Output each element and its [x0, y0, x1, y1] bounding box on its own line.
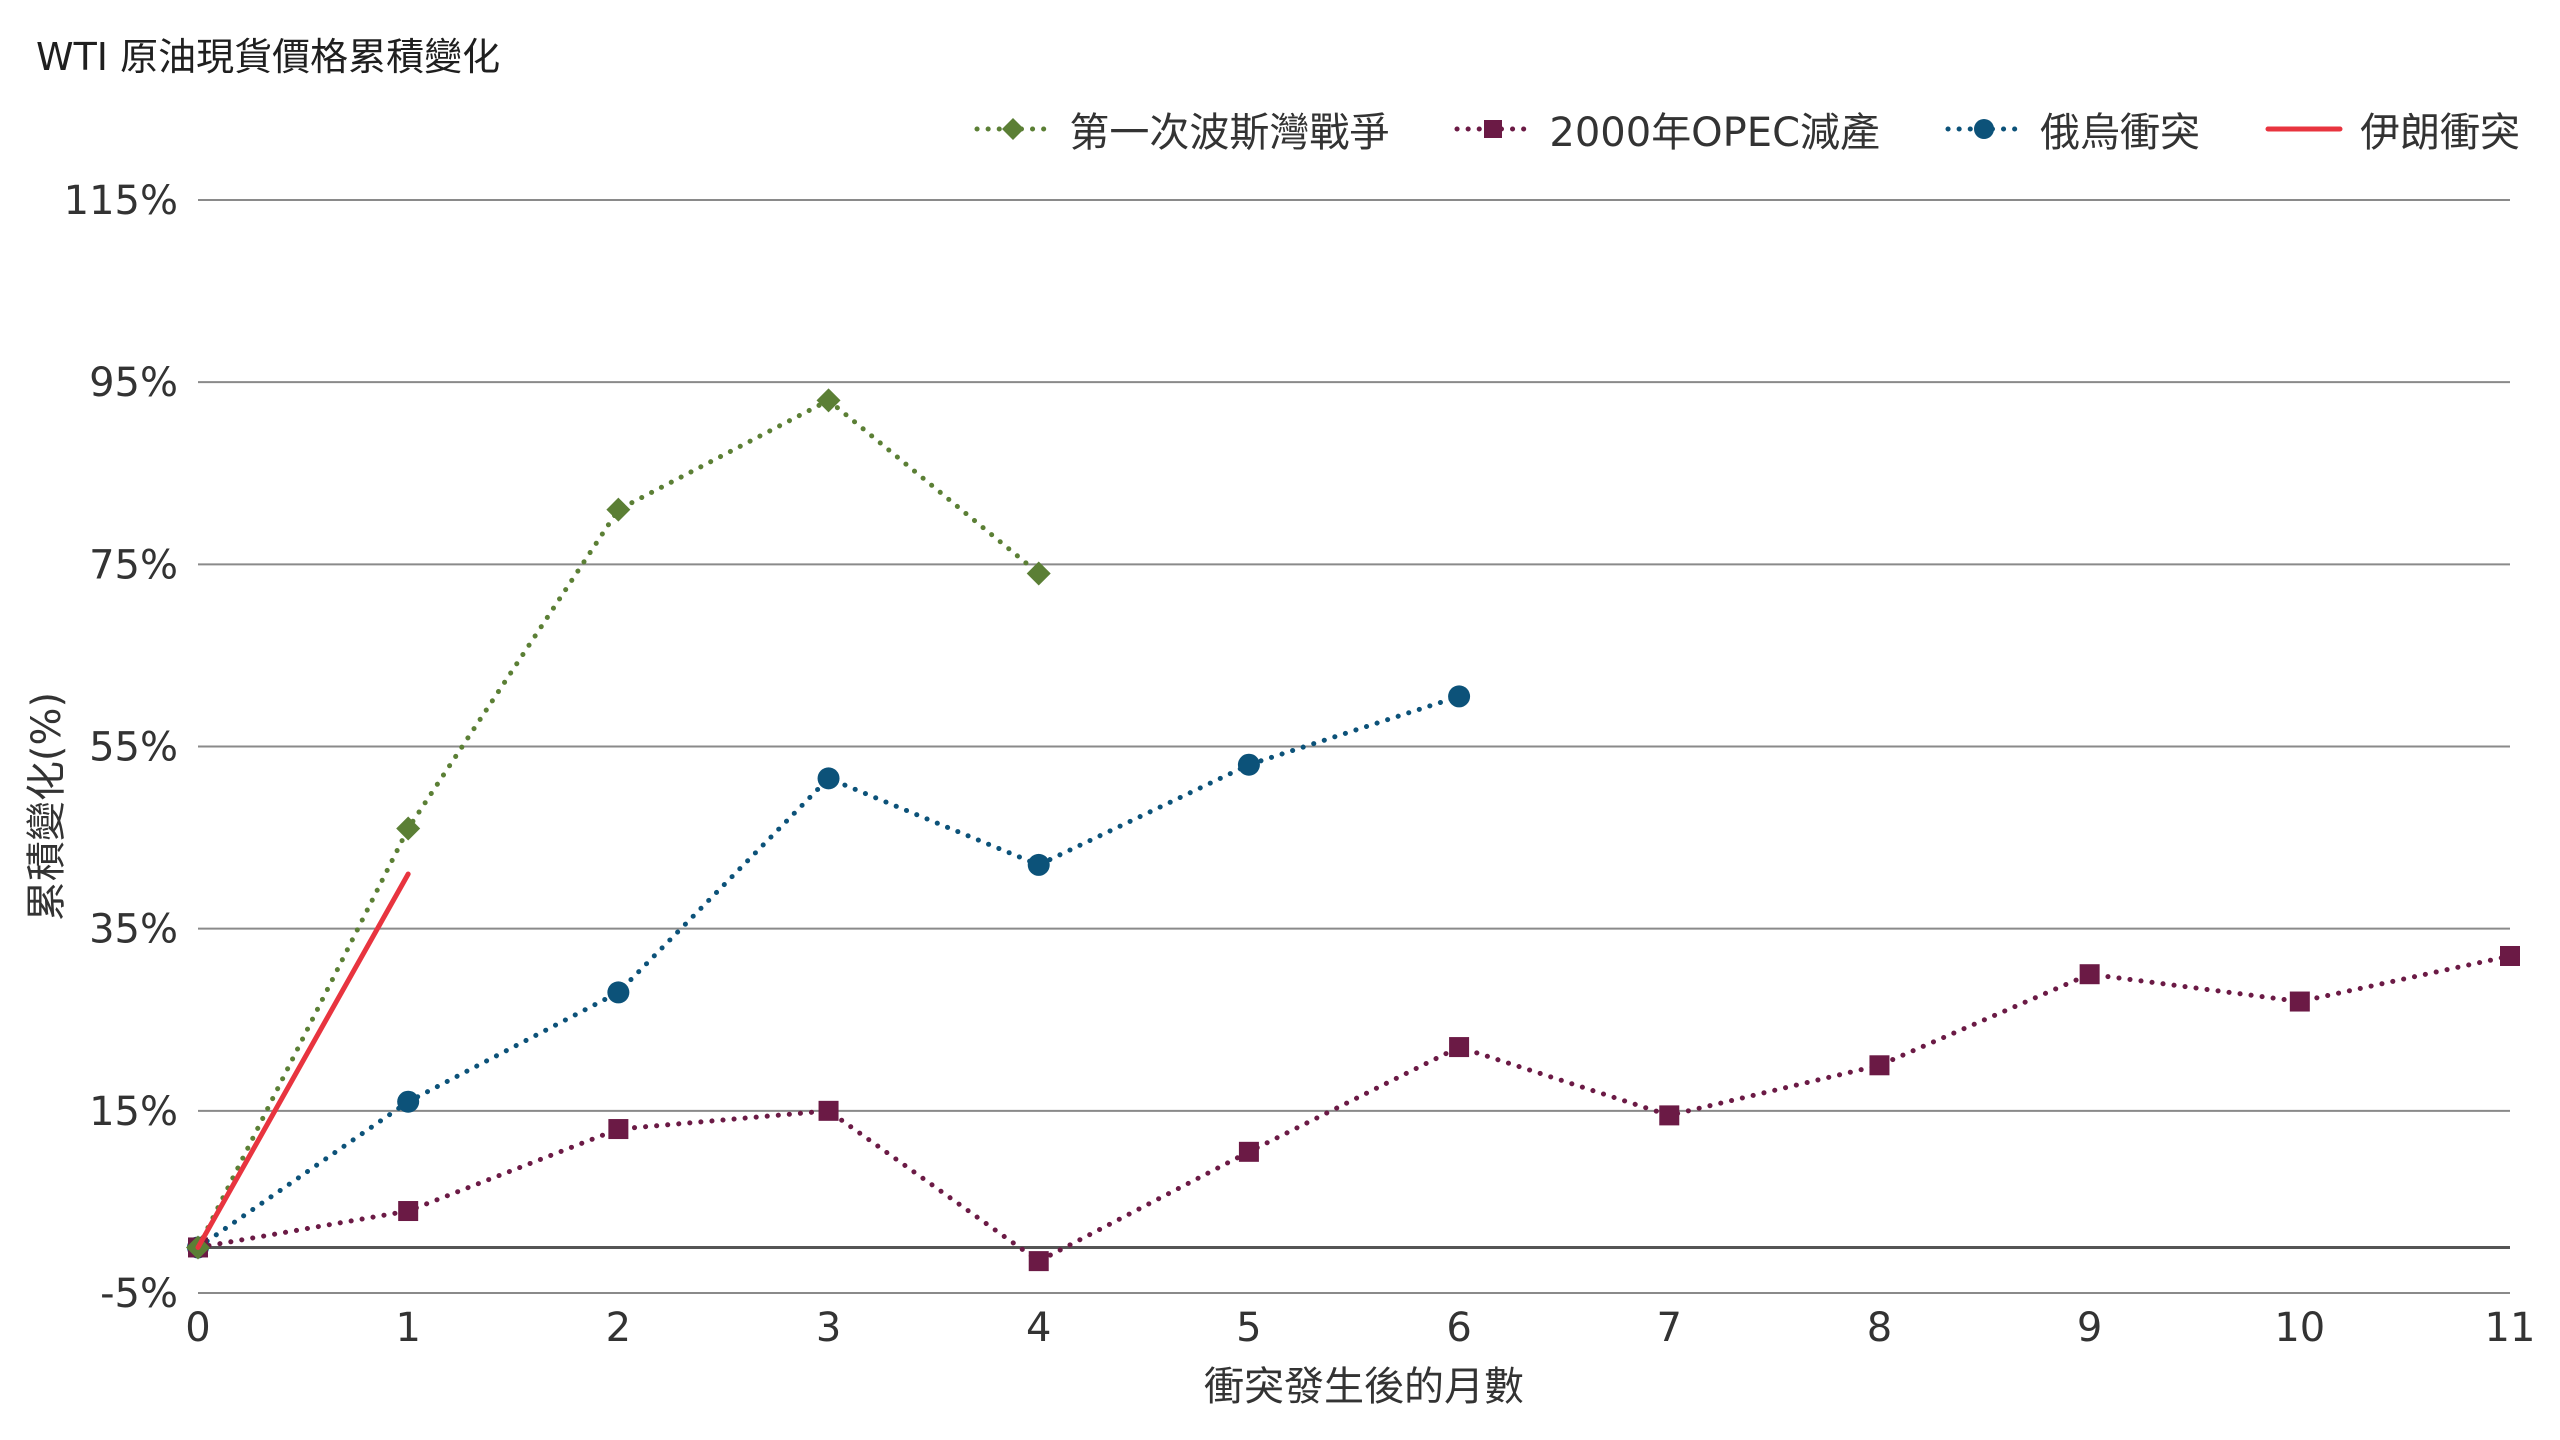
- legend-swatch-1: [1454, 120, 1532, 138]
- x-tick-label: 8: [1867, 1305, 1892, 1351]
- x-tick-label: 7: [1657, 1305, 1682, 1351]
- series-line-3: [195, 871, 411, 1250]
- series-line-1: [195, 953, 2513, 1264]
- legend-item-2: 俄烏衝突: [1942, 100, 2200, 158]
- legend-swatch-3: [2265, 126, 2343, 132]
- data-point-1-3: [818, 1100, 839, 1121]
- data-point-1-5: [1238, 1141, 1259, 1162]
- data-point-2-4: [1027, 853, 1050, 876]
- data-point-1-11: [2500, 945, 2520, 966]
- x-tick-label: 9: [2077, 1305, 2102, 1351]
- legend-label-2: 俄烏衝突: [2040, 110, 2200, 156]
- data-point-2-3: [817, 767, 840, 790]
- x-tick-label: 2: [606, 1305, 631, 1351]
- legend-item-1: 2000年OPEC減產: [1451, 100, 1880, 158]
- y-tick-label: 35%: [89, 907, 178, 953]
- x-tick-label: 6: [1446, 1305, 1471, 1351]
- y-tick-label: 75%: [89, 542, 178, 588]
- data-point-0-3: [816, 388, 841, 413]
- legend-item-0: 第一次波斯灣戰爭: [971, 100, 1389, 158]
- x-tick-label: 1: [395, 1305, 420, 1351]
- x-tick-label: 10: [2274, 1305, 2325, 1351]
- x-tick-label: 3: [816, 1305, 841, 1351]
- data-point-0-1: [396, 816, 421, 841]
- y-tick-label: 95%: [89, 360, 178, 406]
- legend-label-0: 第一次波斯灣戰爭: [1069, 110, 1390, 156]
- x-tick-label: 0: [185, 1305, 210, 1351]
- legend-label-3: 伊朗衝突: [2360, 110, 2520, 156]
- chart-title: WTI 原油現貨價格累積變化: [36, 35, 501, 79]
- y-tick-label: 15%: [89, 1089, 178, 1135]
- y-axis-title: 累積變化(%): [24, 692, 70, 921]
- y-tick-label: 55%: [89, 725, 178, 771]
- y-tick-label: 115%: [64, 178, 178, 224]
- data-point-1-2: [608, 1119, 629, 1140]
- data-point-0-2: [606, 497, 631, 522]
- x-axis-title: 衝突發生後的月數: [1204, 1364, 1524, 1410]
- legend-swatch-0: [974, 118, 1052, 140]
- legend-label-1: 2000年OPEC減產: [1549, 110, 1880, 156]
- legend-item-3: 伊朗衝突: [2262, 100, 2520, 158]
- x-tick-label: 5: [1236, 1305, 1261, 1351]
- data-point-2-5: [1237, 753, 1260, 776]
- data-point-2-6: [1448, 685, 1471, 708]
- legend: 第一次波斯灣戰爭 2000年OPEC減產 俄烏衝突 伊朗衝突: [971, 100, 2520, 158]
- y-tick-label: -5%: [100, 1271, 178, 1317]
- data-point-2-1: [397, 1090, 420, 1113]
- data-point-1-6: [1449, 1037, 1470, 1058]
- data-point-1-9: [2079, 964, 2100, 985]
- x-tick-label: 11: [2485, 1305, 2536, 1351]
- legend-swatch-2: [1945, 119, 2023, 139]
- x-tick-label: 4: [1026, 1305, 1051, 1351]
- data-point-0-4: [1026, 561, 1051, 586]
- data-point-2-2: [607, 981, 630, 1004]
- data-point-1-8: [1869, 1055, 1890, 1076]
- series-line-0: [195, 397, 1042, 1250]
- data-point-1-10: [2289, 991, 2310, 1012]
- data-point-1-1: [398, 1201, 419, 1222]
- data-point-1-4: [1028, 1251, 1049, 1272]
- data-point-1-7: [1659, 1105, 1680, 1126]
